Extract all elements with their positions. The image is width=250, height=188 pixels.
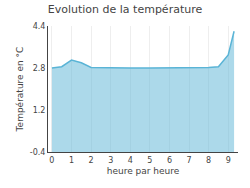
svg-text:9: 9 [226,156,231,165]
svg-text:4.4: 4.4 [33,22,46,31]
svg-text:1.2: 1.2 [33,106,46,115]
svg-text:Température en °C: Température en °C [15,47,25,133]
svg-text:2: 2 [89,156,94,165]
svg-text:5: 5 [147,156,152,165]
svg-text:1: 1 [69,156,74,165]
svg-text:3: 3 [108,156,113,165]
svg-text:heure par heure: heure par heure [107,166,180,176]
svg-text:4: 4 [128,156,133,165]
svg-text:-0.4: -0.4 [30,148,46,157]
svg-text:0: 0 [49,156,54,165]
svg-text:6: 6 [167,156,172,165]
svg-text:8: 8 [206,156,211,165]
svg-text:7: 7 [186,156,191,165]
svg-text:Evolution de la température: Evolution de la température [48,3,203,16]
svg-text:2.8: 2.8 [33,64,46,73]
